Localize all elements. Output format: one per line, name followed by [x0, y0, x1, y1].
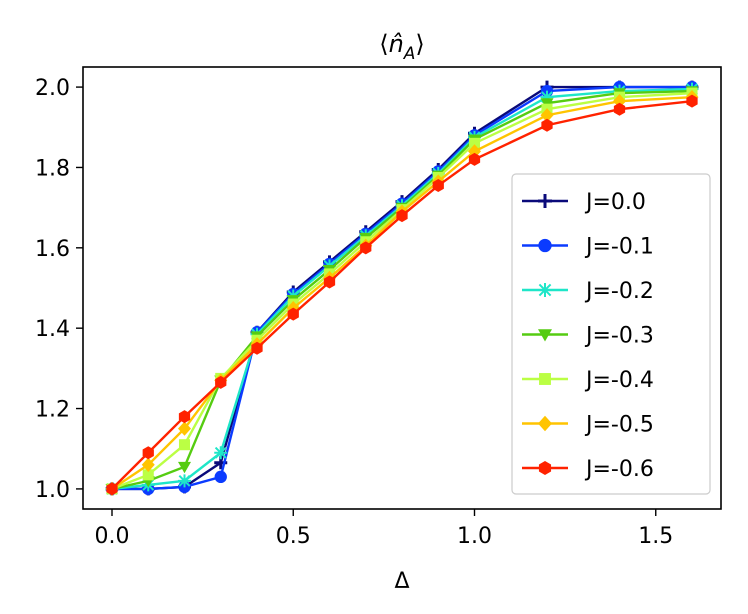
data-point	[215, 375, 227, 389]
legend-label: J=-0.6	[584, 457, 654, 482]
x-axis-label: Δ	[394, 569, 409, 594]
data-point	[468, 137, 481, 149]
data-point	[538, 194, 552, 208]
data-point	[214, 446, 228, 460]
x-tick-label: 1.0	[457, 524, 492, 549]
legend-label: J=-0.4	[584, 368, 654, 393]
data-point	[538, 329, 552, 342]
data-point	[540, 90, 554, 104]
legend-entry: J=0.0	[522, 190, 646, 215]
legend-entry: J=-0.6	[522, 457, 654, 482]
data-point	[141, 457, 155, 472]
legend-label: J=0.0	[584, 190, 646, 215]
data-point	[540, 108, 554, 123]
data-point	[613, 102, 626, 116]
legend-entry: J=-0.5	[522, 413, 654, 438]
series-line	[111, 91, 693, 491]
x-tick-label: 0.5	[276, 524, 311, 549]
data-point	[323, 275, 336, 289]
legend-label: J=-0.1	[584, 235, 654, 260]
data-point	[214, 470, 227, 484]
legend-label: J=-0.5	[584, 413, 654, 438]
series-line	[111, 99, 693, 490]
data-point	[432, 179, 444, 193]
legend-entry: J=-0.2	[522, 279, 654, 304]
data-point	[468, 152, 481, 166]
y-tick-label: 1.0	[35, 478, 70, 503]
data-point	[178, 461, 191, 474]
data-point	[178, 474, 191, 488]
y-tick-label: 1.8	[35, 156, 70, 181]
data-point	[538, 283, 552, 297]
legend: J=0.0 J=-0.1 J=-0.2 J=-0.3 J=-0.4 J=-0.5 J=-0.…	[511, 173, 711, 495]
legend-label: J=-0.2	[584, 279, 654, 304]
legend-box	[511, 173, 711, 495]
data-point	[178, 439, 191, 451]
data-point	[142, 446, 154, 460]
data-point	[539, 373, 551, 385]
legend-entry: J=-0.4	[522, 368, 654, 393]
series-line	[112, 85, 692, 491]
data-point	[142, 469, 154, 481]
data-point	[538, 461, 552, 475]
series-line	[111, 89, 693, 491]
series-line	[111, 87, 693, 491]
y-tick-label: 2.0	[35, 76, 70, 101]
legend-entry: J=-0.1	[522, 235, 654, 260]
axes-frame	[82, 66, 722, 510]
x-tick-label: 1.5	[638, 524, 673, 549]
y-tick-label: 1.4	[35, 317, 70, 342]
y-tick-label: 1.2	[35, 398, 70, 423]
y-tick-label: 1.6	[35, 237, 70, 262]
data-point	[178, 421, 191, 436]
legend-label: J=-0.3	[584, 324, 654, 349]
data-point	[396, 209, 408, 223]
data-point	[360, 241, 372, 255]
chart-title: ⟨n̂A⟩	[379, 30, 425, 64]
data-point	[251, 341, 263, 355]
data-point	[541, 118, 553, 132]
axis-ticks: 0.0 0.5 1.0 1.5 1.0 1.2 1.4 1.6 1.8 2.0	[35, 76, 673, 549]
data-point	[287, 307, 299, 321]
plot-area	[105, 80, 699, 497]
data-point	[686, 94, 698, 108]
x-tick-label: 0.0	[95, 524, 130, 549]
series-line	[111, 95, 693, 490]
series-line	[112, 85, 692, 491]
data-point	[178, 410, 191, 424]
data-point	[538, 238, 552, 253]
data-point	[538, 415, 552, 432]
data-point	[106, 482, 118, 496]
legend-entry: J=-0.3	[522, 324, 654, 349]
series-J=-0.6	[106, 94, 698, 496]
